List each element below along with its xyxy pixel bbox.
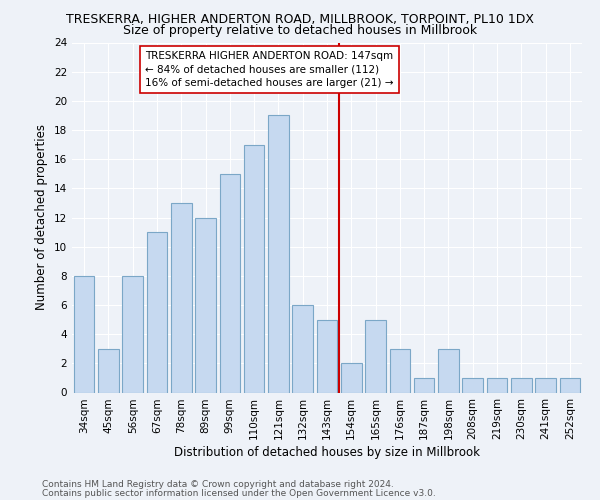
Bar	[365, 320, 386, 392]
Bar	[535, 378, 556, 392]
Text: TRESKERRA, HIGHER ANDERTON ROAD, MILLBROOK, TORPOINT, PL10 1DX: TRESKERRA, HIGHER ANDERTON ROAD, MILLBRO…	[66, 12, 534, 26]
Bar	[195, 218, 216, 392]
Bar	[341, 364, 362, 392]
Bar	[487, 378, 508, 392]
X-axis label: Distribution of detached houses by size in Millbrook: Distribution of detached houses by size …	[174, 446, 480, 460]
Bar	[98, 349, 119, 393]
Bar	[268, 116, 289, 392]
Bar	[146, 232, 167, 392]
Bar	[414, 378, 434, 392]
Text: Contains HM Land Registry data © Crown copyright and database right 2024.: Contains HM Land Registry data © Crown c…	[42, 480, 394, 489]
Bar	[244, 144, 265, 392]
Y-axis label: Number of detached properties: Number of detached properties	[35, 124, 49, 310]
Bar	[389, 349, 410, 393]
Bar	[292, 305, 313, 392]
Bar	[560, 378, 580, 392]
Bar	[74, 276, 94, 392]
Bar	[220, 174, 240, 392]
Bar	[122, 276, 143, 392]
Bar	[463, 378, 483, 392]
Text: Contains public sector information licensed under the Open Government Licence v3: Contains public sector information licen…	[42, 490, 436, 498]
Bar	[511, 378, 532, 392]
Bar	[317, 320, 337, 392]
Bar	[171, 203, 191, 392]
Text: Size of property relative to detached houses in Millbrook: Size of property relative to detached ho…	[123, 24, 477, 37]
Text: TRESKERRA HIGHER ANDERTON ROAD: 147sqm
← 84% of detached houses are smaller (112: TRESKERRA HIGHER ANDERTON ROAD: 147sqm ←…	[145, 52, 394, 88]
Bar	[438, 349, 459, 393]
